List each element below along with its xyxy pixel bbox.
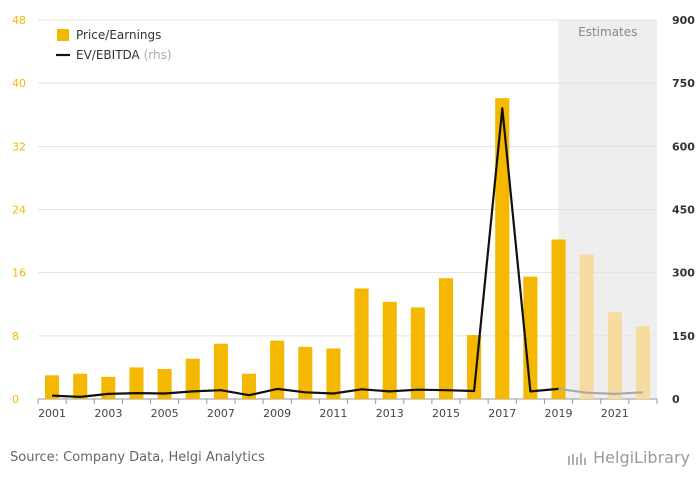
x-tick-label: 2019: [545, 407, 573, 420]
x-tick-label: 2021: [601, 407, 629, 420]
library-logo-icon: [568, 452, 587, 465]
x-tick-label: 2015: [432, 407, 460, 420]
brand-name: HelgiLibrary: [593, 448, 690, 467]
y-right-tick-label: 150: [672, 330, 695, 343]
bar-price-earnings: [495, 98, 510, 399]
bar-price-earnings: [579, 254, 594, 399]
bar-price-earnings: [607, 312, 622, 399]
bar-price-earnings: [354, 288, 369, 399]
estimates-label: Estimates: [578, 25, 637, 39]
bar-price-earnings: [101, 376, 116, 399]
x-tick-label: 2007: [207, 407, 235, 420]
bar-price-earnings: [438, 278, 454, 399]
y-left-tick-label: 8: [12, 330, 19, 343]
y-right-tick-label: 0: [672, 393, 680, 406]
y-right-tick-label: 900: [672, 14, 695, 27]
bar-price-earnings: [45, 375, 60, 399]
bar-price-earnings: [523, 276, 538, 399]
bar-price-earnings: [410, 307, 425, 399]
line-ev-ebitda-estimate: [558, 387, 643, 395]
bar-price-earnings: [326, 348, 341, 399]
bar-price-earnings: [551, 239, 566, 399]
y-right-tick-label: 300: [672, 267, 695, 280]
bar-price-earnings: [129, 367, 144, 399]
legend-label-ev-ebitda: EV/EBITDA (rhs): [76, 48, 172, 62]
bar-price-earnings: [382, 301, 397, 399]
bar-price-earnings: [270, 340, 285, 399]
y-left-tick-label: 32: [12, 140, 26, 153]
x-tick-label: 2005: [151, 407, 179, 420]
bar-price-earnings: [213, 343, 228, 399]
y-left-tick-label: 24: [12, 204, 26, 217]
bar-price-earnings: [241, 373, 257, 399]
y-right-tick-label: 750: [672, 77, 695, 90]
x-tick-label: 2011: [319, 407, 347, 420]
x-tick-label: 2017: [488, 407, 516, 420]
x-tick-label: 2001: [38, 407, 66, 420]
bar-price-earnings: [157, 368, 172, 399]
legend-series-name: EV/EBITDA: [76, 48, 144, 62]
legend-label-price-earnings: Price/Earnings: [76, 28, 161, 42]
bar-price-earnings: [185, 358, 200, 399]
y-left-tick-label: 0: [12, 393, 19, 406]
y-right-tick-label: 600: [672, 140, 695, 153]
legend-swatch-price-earnings: [57, 29, 69, 41]
x-tick-label: 2009: [263, 407, 291, 420]
y-left-tick-label: 16: [12, 267, 26, 280]
y-right-tick-label: 450: [672, 204, 695, 217]
line-ev-ebitda: [52, 107, 559, 398]
y-left-tick-label: 40: [12, 77, 26, 90]
bar-price-earnings: [635, 326, 650, 399]
y-left-tick-label: 48: [12, 14, 26, 27]
source-note: Source: Company Data, Helgi Analytics: [10, 450, 265, 465]
legend-series-axis-note: (rhs): [144, 48, 172, 62]
helgi-library-logo: HelgiLibrary: [567, 448, 690, 467]
x-tick-label: 2003: [94, 407, 122, 420]
bar-price-earnings: [73, 373, 88, 399]
x-tick-label: 2013: [376, 407, 404, 420]
bar-price-earnings: [298, 346, 313, 399]
